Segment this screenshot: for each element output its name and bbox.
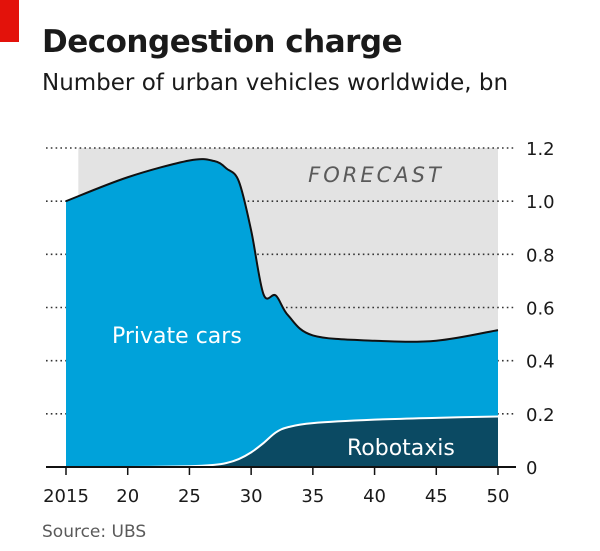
y-tick-label: 0.6	[526, 299, 555, 320]
y-tick-label: 1.0	[526, 192, 555, 213]
x-axis-labels: 2015 20 25 30 35 40 45 50	[43, 486, 509, 507]
x-tick-label: 45	[425, 486, 448, 507]
private-cars-line	[65, 158, 499, 343]
x-tick-label: 35	[301, 486, 324, 507]
chart-title: Decongestion charge	[42, 24, 403, 60]
robotaxis-label: Robotaxis	[347, 436, 455, 461]
y-tick-label: 0.2	[526, 405, 555, 426]
x-axis-ticks	[65, 467, 499, 475]
private-cars-area	[66, 159, 498, 467]
robotaxis-area	[66, 416, 498, 468]
x-tick-label: 2015	[43, 486, 89, 507]
chart-subtitle: Number of urban vehicles worldwide, bn	[42, 70, 509, 96]
y-tick-label: 0.4	[526, 352, 555, 373]
x-tick-label: 40	[363, 486, 386, 507]
x-tick-label: 20	[116, 486, 139, 507]
private-cars-label: Private cars	[112, 324, 242, 349]
y-tick-label: 1.2	[526, 139, 555, 160]
y-axis-labels: 0 0.2 0.4 0.6 0.8 1.0 1.2	[526, 139, 555, 479]
y-tick-label: 0	[526, 458, 537, 479]
x-tick-label: 30	[240, 486, 263, 507]
y-tick-label: 0.8	[526, 245, 555, 266]
brand-red-tag	[0, 0, 19, 42]
x-tick-label: 25	[178, 486, 201, 507]
x-tick-label: 50	[487, 486, 510, 507]
forecast-label: FORECAST	[308, 163, 444, 187]
source-note: Source: UBS	[42, 522, 147, 542]
